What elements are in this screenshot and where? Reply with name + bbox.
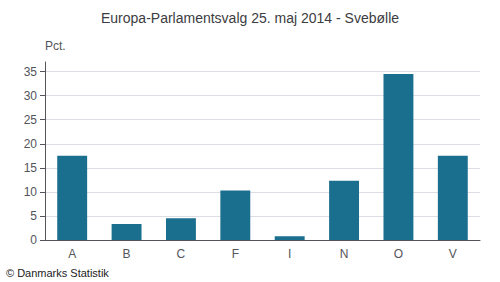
- svg-text:Europa-Parlamentsvalg 25. maj: Europa-Parlamentsvalg 25. maj 2014 - Sve…: [101, 10, 399, 26]
- svg-text:35: 35: [24, 65, 38, 79]
- svg-text:F: F: [232, 247, 239, 261]
- svg-text:V: V: [449, 247, 457, 261]
- svg-text:15: 15: [24, 161, 38, 175]
- svg-text:I: I: [288, 247, 291, 261]
- svg-text:© Danmarks Statistik: © Danmarks Statistik: [6, 267, 109, 279]
- svg-text:10: 10: [24, 185, 38, 199]
- svg-text:O: O: [394, 247, 403, 261]
- svg-text:Pct.: Pct.: [45, 39, 66, 53]
- svg-text:B: B: [123, 247, 131, 261]
- svg-text:C: C: [177, 247, 186, 261]
- svg-text:A: A: [68, 247, 76, 261]
- svg-text:N: N: [340, 247, 349, 261]
- svg-text:30: 30: [24, 89, 38, 103]
- svg-text:5: 5: [30, 209, 37, 223]
- svg-text:25: 25: [24, 113, 38, 127]
- svg-text:20: 20: [24, 137, 38, 151]
- svg-text:0: 0: [30, 233, 37, 247]
